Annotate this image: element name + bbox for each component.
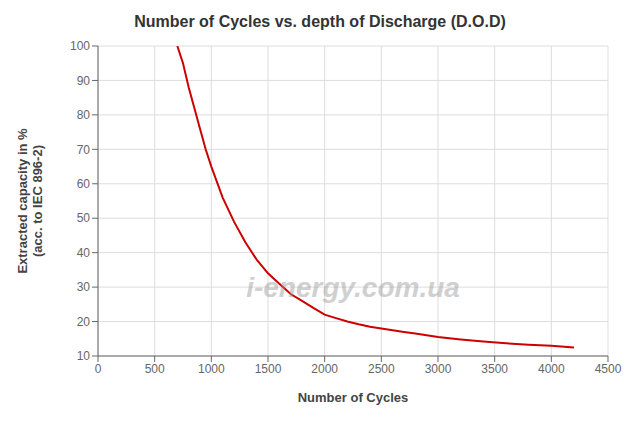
html-text:i-energy.com.ua: i-energy.com.ua	[246, 271, 460, 303]
svg-text:60: 60	[77, 177, 91, 191]
svg-text:3000: 3000	[425, 362, 452, 376]
svg-text:20: 20	[77, 315, 91, 329]
svg-text:4000: 4000	[538, 362, 565, 376]
html-text:Number of Cycles vs. depth of: Number of Cycles vs. depth of Discharge …	[134, 13, 506, 30]
svg-text:2000: 2000	[311, 362, 338, 376]
svg-text:30: 30	[77, 280, 91, 294]
svg-text:2500: 2500	[368, 362, 395, 376]
svg-text:90: 90	[77, 74, 91, 88]
svg-text:10: 10	[77, 349, 91, 363]
svg-text:100: 100	[70, 39, 90, 53]
svg-text:70: 70	[77, 143, 91, 157]
svg-text:500: 500	[145, 362, 165, 376]
svg-text:1500: 1500	[255, 362, 282, 376]
svg-text:0: 0	[95, 362, 102, 376]
svg-text:40: 40	[77, 246, 91, 260]
svg-text:4500: 4500	[595, 362, 622, 376]
svg-text:Extracted capacity in %(acc. t: Extracted capacity in %(acc. to IEC 896-…	[15, 128, 45, 274]
svg-text:1000: 1000	[198, 362, 225, 376]
svg-text:3500: 3500	[481, 362, 508, 376]
svg-text:Number of Cycles: Number of Cycles	[298, 390, 409, 405]
svg-text:80: 80	[77, 108, 91, 122]
svg-text:50: 50	[77, 211, 91, 225]
